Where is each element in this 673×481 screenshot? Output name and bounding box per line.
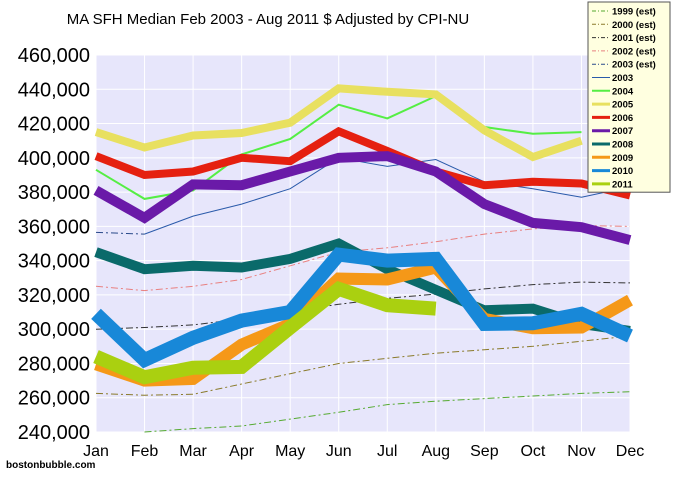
series-line [144,157,631,235]
y-tick-label: 420,000 [18,114,90,136]
y-tick-label: 460,000 [18,45,90,67]
y-tick-label: 340,000 [18,251,90,273]
legend-label: 2002 (est) [612,46,656,57]
series-line [93,281,437,385]
x-tick-label: Feb [131,443,159,460]
y-tick-label: 320,000 [18,285,90,307]
legend-label: 1999 (est) [612,7,656,18]
footer-source: bostonbubble.com [6,460,96,471]
legend-label: 2005 [612,100,634,111]
x-tick-label: Jul [377,443,397,460]
x-tick-label: Oct [520,443,545,460]
y-tick-label: 300,000 [18,319,90,341]
series-line [94,84,583,162]
series-lines [91,84,633,433]
x-tick-label: Apr [229,443,255,460]
x-tick-label: Mar [179,443,207,460]
y-tick-label: 440,000 [18,79,90,101]
x-tick-label: Nov [567,443,595,460]
x-tick-label: Jun [326,443,352,460]
y-tick-label: 380,000 [18,182,90,204]
legend: 1999 (est) 2000 (est) 2001 (est) 2002 (est)… [587,1,671,193]
y-tick-label: 280,000 [18,353,90,375]
x-tick-label: Jan [83,443,109,460]
legend-label: 2007 [612,126,633,137]
x-tick-label: Dec [616,443,644,460]
x-tick-labels: Jan Feb Mar Apr May Jun Jul Aug Sep Oct Nov Dec [83,443,644,460]
chart-title: MA SFH Median Feb 2003 - Aug 2011 $ Adju… [67,11,469,28]
y-tick-label: 400,000 [18,148,90,170]
legend-label: 2000 (est) [612,20,656,31]
legend-label: 2010 [612,166,633,177]
y-tick-labels: 240,000 260,000 280,000 300,000 320,000 340,0… [18,45,90,444]
legend-label: 2009 [612,153,633,164]
legend-label: 2006 [612,113,633,124]
legend-label: 2008 [612,140,633,151]
legend-label: 2001 (est) [612,33,656,44]
series-line [91,247,633,369]
legend-label: 2004 [612,86,634,97]
legend-label: 2003 [612,73,633,84]
legend-label: 2011 [612,179,633,190]
series-line [93,151,632,245]
x-tick-label: Aug [422,443,450,460]
y-tick-label: 260,000 [18,388,90,410]
series-line [144,391,631,433]
y-tick-label: 360,000 [18,216,90,238]
legend-box [587,1,671,193]
y-tick-label: 240,000 [18,422,90,444]
series-line [95,335,631,396]
x-tick-label: May [275,443,305,460]
series-line [95,231,145,235]
x-tick-label: Sep [470,443,499,460]
series-line [94,126,631,200]
legend-label: 2003 (est) [612,60,656,71]
